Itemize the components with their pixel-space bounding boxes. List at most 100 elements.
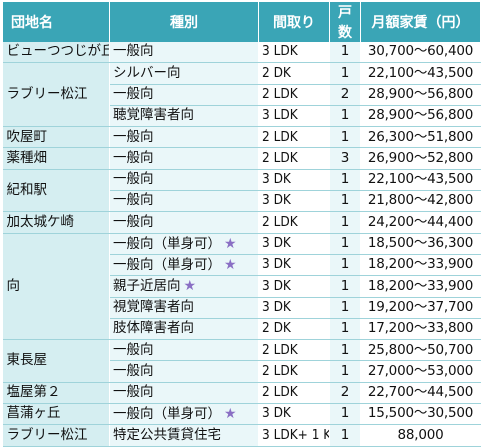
unit-type-label: 一般向（単身可） [113, 235, 221, 252]
complex-name: ラブリー松江 [2, 424, 110, 447]
monthly-rent: 24,200〜44,400 [360, 211, 481, 234]
header-count: 戸数 [329, 2, 361, 42]
unit-type-label: 一般向 [113, 149, 154, 166]
unit-count: 1 [329, 318, 361, 341]
monthly-rent: 88,000 [360, 424, 481, 447]
monthly-rent: 26,900〜52,800 [360, 147, 481, 170]
star-icon: ★ [224, 256, 237, 273]
unit-type-label: 一般向 [113, 192, 154, 209]
floor-plan: 3 DK [258, 403, 330, 426]
unit-type: 一般向 [109, 147, 259, 170]
unit-type: 一般向 [109, 339, 259, 362]
unit-type: 聴覚障害者向 [109, 105, 259, 128]
floor-plan: 3 LDK [258, 105, 330, 128]
complex-name: 吹屋町 [2, 126, 110, 149]
unit-type: 一般向 [109, 211, 259, 234]
unit-type: 特定公共賃貸住宅 [109, 424, 259, 447]
complex-name: 紀和駅 [2, 169, 110, 213]
unit-count: 1 [329, 42, 361, 64]
unit-type-label: 視覚障害者向 [113, 298, 194, 315]
unit-type: 一般向 [109, 169, 259, 192]
table-row: 一般向 3 DK 1 21,800〜42,800 [3, 190, 481, 213]
monthly-rent: 18,200〜33,900 [360, 254, 481, 277]
unit-type: 一般向 [109, 126, 259, 149]
header-kind: 種別 [109, 2, 259, 42]
unit-count: 1 [329, 297, 361, 319]
monthly-rent: 22,100〜43,500 [360, 62, 481, 85]
floor-plan: 3 DK [258, 297, 330, 319]
unit-type-label: 肢体障害者向 [113, 320, 194, 337]
unit-type: 一般向（単身可） ★ [109, 233, 259, 255]
table-row: 吹屋町 一般向 2 LDK 1 26,300〜51,800 [2, 126, 481, 149]
table-row: 薬種畑 一般向 2 LDK 3 26,900〜52,800 [2, 147, 481, 170]
unit-type: 一般向 [109, 42, 259, 64]
table-row: 聴覚障害者向 3 LDK 1 28,900〜56,800 [3, 105, 481, 128]
unit-type-label: 一般向（単身可） [113, 405, 221, 422]
unit-type: 一般向 [109, 382, 259, 405]
unit-count: 1 [329, 169, 361, 192]
monthly-rent: 28,900〜56,800 [360, 84, 481, 106]
monthly-rent: 22,700〜44,500 [360, 382, 481, 405]
floor-plan: 2 DK [258, 62, 330, 85]
unit-type-label: 聴覚障害者向 [113, 107, 194, 124]
unit-type: 親子近居向 ★ [109, 275, 259, 298]
floor-plan: 3 LDK [258, 42, 330, 64]
header-name: 団地名 [2, 2, 110, 42]
unit-type-label: 一般向 [113, 341, 154, 358]
complex-name: 向 [2, 233, 110, 341]
complex-name: ラブリー松江 [2, 62, 110, 128]
unit-type: 一般向 [109, 360, 259, 383]
table-header-row: 団地名 種別 間取り 戸数 月額家賃（円） [2, 2, 481, 42]
unit-type-label: 一般向（単身可） [113, 256, 221, 273]
monthly-rent: 22,100〜43,500 [360, 169, 481, 192]
monthly-rent: 28,900〜56,800 [360, 105, 481, 128]
table-row: ラブリー松江 特定公共賃貸住宅 3 LDK+ 1 K 1 88,000 [2, 424, 481, 447]
table-row: 菖蒲ヶ丘 一般向（単身可） ★ 3 DK 1 15,500〜30,500 [2, 403, 481, 426]
floor-plan: 2 LDK [258, 211, 330, 234]
table-row: 肢体障害者向 2 DK 1 17,200〜33,800 [3, 318, 481, 341]
monthly-rent: 17,200〜33,800 [360, 318, 481, 341]
table-row: 一般向（単身可） ★ 3 DK 1 18,200〜33,900 [3, 254, 481, 277]
unit-type: 一般向 [109, 84, 259, 106]
unit-type: 一般向（単身可） ★ [109, 403, 259, 426]
floor-plan: 3 DK [258, 275, 330, 298]
table-row: ラブリー松江 シルバー向 2 DK 1 22,100〜43,500 [2, 62, 481, 128]
complex-name: 東長屋 [2, 339, 110, 383]
table-row: 紀和駅 一般向 3 DK 1 22,100〜43,500 [2, 169, 481, 213]
unit-count: 1 [329, 211, 361, 234]
floor-plan: 2 LDK [258, 84, 330, 106]
complex-name: ビューつつじが丘 [2, 42, 110, 64]
table-row: 向一般向（単身可） ★ 3 DK 1 18,500〜36,300 [2, 233, 481, 341]
unit-type-label: 一般向 [113, 171, 154, 188]
unit-type-label: 親子近居向 [113, 278, 181, 295]
table-row: 東長屋 一般向 2 LDK 1 25,800〜50,700 [2, 339, 481, 383]
unit-count: 1 [329, 233, 361, 255]
unit-count: 2 [329, 84, 361, 106]
complex-name: 加太城ケ崎 [2, 211, 110, 234]
floor-plan: 3 DK [258, 233, 330, 255]
floor-plan: 2 LDK [258, 147, 330, 170]
star-icon: ★ [183, 278, 197, 295]
unit-type-label: 一般向 [113, 213, 154, 230]
header-rent: 月額家賃（円） [360, 2, 481, 42]
monthly-rent: 26,300〜51,800 [360, 126, 481, 149]
unit-type-label: 一般向 [113, 384, 154, 401]
header-plan: 間取り [258, 2, 330, 42]
unit-type-label: 一般向 [113, 43, 154, 60]
unit-count: 1 [329, 360, 361, 383]
floor-plan: 3 DK [258, 169, 330, 192]
floor-plan: 3 DK [258, 190, 330, 213]
unit-type-label: 特定公共賃貸住宅 [113, 426, 221, 443]
unit-type: 一般向 [109, 190, 259, 213]
unit-count: 1 [329, 275, 361, 298]
complex-name: 菖蒲ヶ丘 [2, 403, 110, 426]
unit-count: 1 [329, 126, 361, 149]
monthly-rent: 18,200〜33,900 [360, 275, 481, 298]
star-icon: ★ [224, 235, 237, 252]
unit-type: 肢体障害者向 [109, 318, 259, 341]
table-row: 塩屋第２ 一般向 2 LDK 2 22,700〜44,500 [2, 382, 481, 405]
unit-type-label: 一般向 [113, 85, 154, 102]
complex-name: 薬種畑 [2, 147, 110, 170]
monthly-rent: 15,500〜30,500 [360, 403, 481, 426]
